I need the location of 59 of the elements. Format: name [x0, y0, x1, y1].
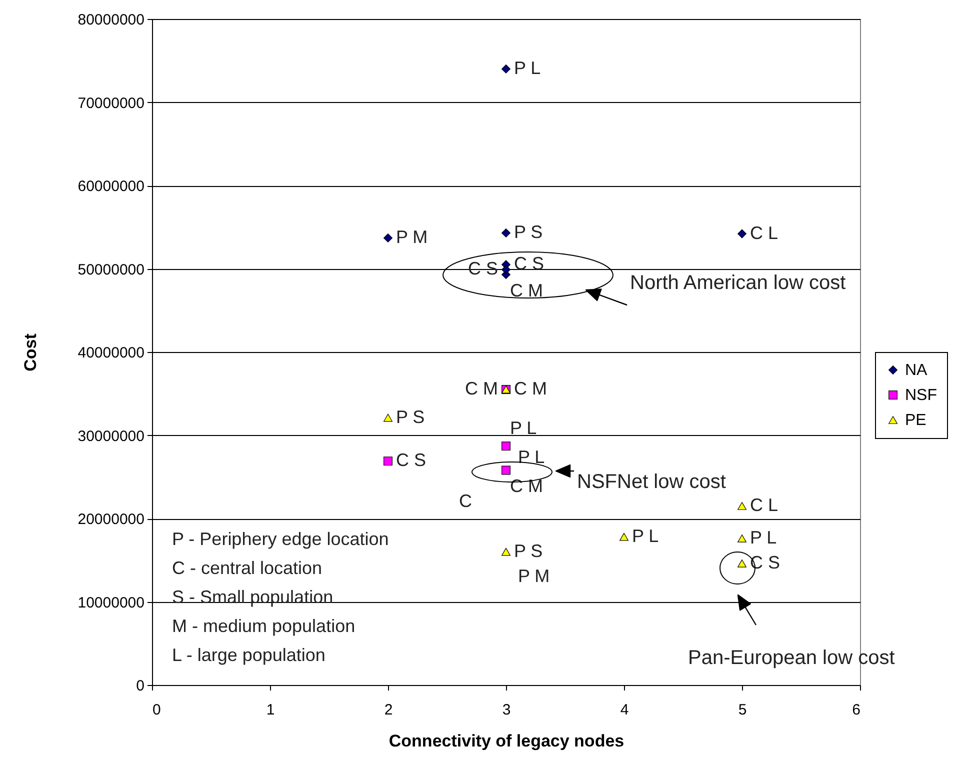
data-label: P S — [514, 222, 543, 242]
data-label: C M — [465, 378, 498, 398]
annotation: P - Periphery edge location — [172, 529, 389, 549]
y-tick-label: 30000000 — [78, 428, 144, 445]
y-tick-label: 0 — [136, 678, 144, 694]
x-tick-label: 2 — [384, 702, 393, 718]
legend-label: PE — [905, 412, 926, 429]
data-label: P L — [510, 418, 537, 438]
data-label: P S — [514, 540, 543, 561]
point — [738, 502, 746, 510]
data-label: P L — [632, 526, 659, 546]
annotation: P L — [518, 447, 545, 467]
x-axis-title: Connectivity of legacy nodes — [388, 732, 624, 750]
annotation: S - Small population — [172, 587, 334, 607]
point — [738, 534, 746, 542]
x-tick-label: 0 — [152, 702, 161, 718]
annotation: C — [459, 491, 472, 511]
data-label: P M — [396, 226, 428, 247]
y-tick-label: 20000000 — [78, 511, 144, 528]
annotation: North American low cost — [630, 272, 846, 294]
annotation: M - medium population — [172, 616, 356, 636]
data-label: C M — [514, 378, 547, 398]
data-label: P L — [514, 58, 541, 78]
y-tick-label: 60000000 — [78, 178, 144, 195]
y-tick-label: 50000000 — [78, 261, 144, 278]
annotation: P M — [518, 566, 550, 586]
y-tick-label: 40000000 — [78, 344, 144, 362]
x-tick-label: 5 — [738, 702, 747, 718]
y-tick-label: 80000000 — [78, 12, 144, 28]
point — [384, 414, 392, 422]
point — [502, 265, 510, 274]
point — [384, 233, 392, 242]
annotation: NSFNet low cost — [577, 471, 726, 493]
point — [502, 228, 510, 238]
data-label: C S — [514, 254, 544, 274]
point — [502, 442, 510, 451]
point — [502, 64, 510, 74]
y-tick-label: 70000000 — [78, 94, 144, 112]
data-label: C S — [396, 450, 426, 470]
data-label: P L — [750, 527, 777, 548]
legend-label: NA — [905, 362, 928, 379]
data-label: C L — [750, 495, 778, 516]
y-axis-title: Cost — [20, 333, 40, 372]
data-label: C M — [510, 280, 543, 301]
data-label: C L — [750, 222, 778, 243]
y-tick-label: 10000000 — [78, 594, 144, 612]
annotation: C - central location — [172, 558, 322, 578]
x-tick-label: 3 — [502, 702, 511, 718]
x-tick-label: 1 — [266, 702, 275, 718]
point — [620, 532, 628, 541]
point — [384, 456, 392, 466]
legend-label: NSF — [905, 387, 938, 404]
x-tick-label: 6 — [852, 702, 860, 718]
annotation: L - large population — [172, 645, 326, 665]
point — [502, 466, 510, 475]
x-tick-label: 4 — [620, 702, 629, 718]
point — [738, 229, 746, 238]
point — [502, 548, 510, 556]
data-label: P S — [396, 406, 425, 427]
